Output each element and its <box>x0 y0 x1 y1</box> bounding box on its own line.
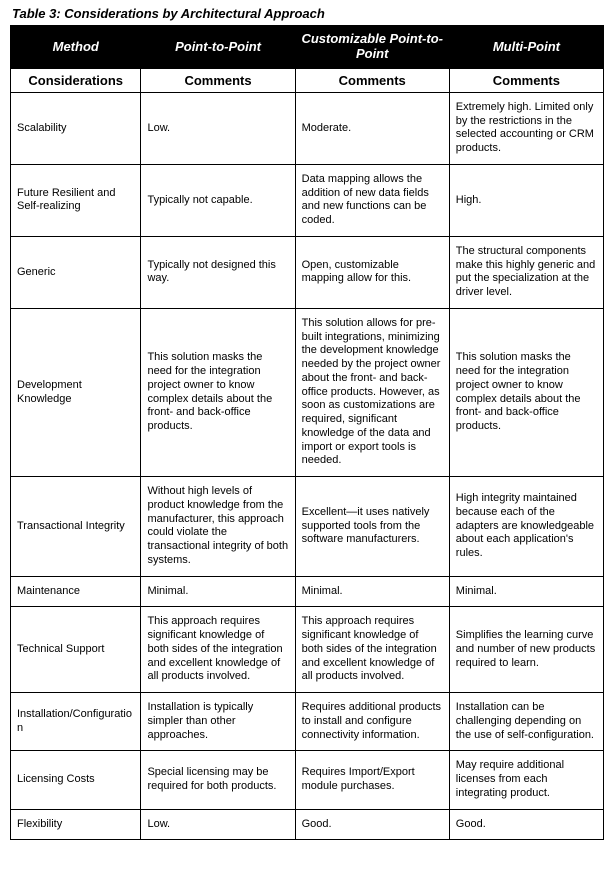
consideration-cell: Licensing Costs <box>11 751 141 809</box>
cp2p-cell: Requires additional products to install … <box>295 693 449 751</box>
p2p-cell: This solution masks the need for the int… <box>141 308 295 476</box>
p2p-cell: Typically not designed this way. <box>141 236 295 308</box>
sub-header-row: Considerations Comments Comments Comment… <box>11 68 604 92</box>
cp2p-cell: Minimal. <box>295 576 449 607</box>
consideration-cell: Technical Support <box>11 607 141 693</box>
header-point-to-point: Point-to-Point <box>141 26 295 69</box>
mp-cell: Good. <box>449 809 603 840</box>
cp2p-cell: This solution allows for pre-built integ… <box>295 308 449 476</box>
p2p-cell: Low. <box>141 92 295 164</box>
table-row: MaintenanceMinimal.Minimal.Minimal. <box>11 576 604 607</box>
mp-cell: Extremely high. Limited only by the rest… <box>449 92 603 164</box>
p2p-cell: Installation is typically simpler than o… <box>141 693 295 751</box>
table-row: ScalabilityLow.Moderate.Extremely high. … <box>11 92 604 164</box>
cp2p-cell: Data mapping allows the addition of new … <box>295 164 449 236</box>
mp-cell: Minimal. <box>449 576 603 607</box>
mp-cell: Installation can be challenging dependin… <box>449 693 603 751</box>
table-row: Installation/ConfigurationInstallation i… <box>11 693 604 751</box>
cp2p-cell: Open, customizable mapping allow for thi… <box>295 236 449 308</box>
table-row: FlexibilityLow.Good.Good. <box>11 809 604 840</box>
subheader-comments-1: Comments <box>141 68 295 92</box>
table-row: GenericTypically not designed this way.O… <box>11 236 604 308</box>
consideration-cell: Scalability <box>11 92 141 164</box>
consideration-cell: Future Resilient and Self-realizing <box>11 164 141 236</box>
consideration-cell: Development Knowledge <box>11 308 141 476</box>
p2p-cell: Typically not capable. <box>141 164 295 236</box>
p2p-cell: Minimal. <box>141 576 295 607</box>
header-method: Method <box>11 26 141 69</box>
consideration-cell: Installation/Configuration <box>11 693 141 751</box>
page-container: Table 3: Considerations by Architectural… <box>0 0 614 850</box>
table-head: Method Point-to-Point Customizable Point… <box>11 26 604 93</box>
table-row: Technical SupportThis approach requires … <box>11 607 604 693</box>
table-row: Licensing CostsSpecial licensing may be … <box>11 751 604 809</box>
table-row: Development KnowledgeThis solution masks… <box>11 308 604 476</box>
mp-cell: This solution masks the need for the int… <box>449 308 603 476</box>
mp-cell: High. <box>449 164 603 236</box>
consideration-cell: Maintenance <box>11 576 141 607</box>
cp2p-cell: This approach requires significant knowl… <box>295 607 449 693</box>
method-header-row: Method Point-to-Point Customizable Point… <box>11 26 604 69</box>
header-customizable-p2p: Customizable Point-to-Point <box>295 26 449 69</box>
mp-cell: May require additional licenses from eac… <box>449 751 603 809</box>
cp2p-cell: Moderate. <box>295 92 449 164</box>
subheader-comments-2: Comments <box>295 68 449 92</box>
table-row: Transactional IntegrityWithout high leve… <box>11 477 604 577</box>
subheader-comments-3: Comments <box>449 68 603 92</box>
consideration-cell: Generic <box>11 236 141 308</box>
cp2p-cell: Excellent—it uses natively supported too… <box>295 477 449 577</box>
consideration-cell: Transactional Integrity <box>11 477 141 577</box>
cp2p-cell: Good. <box>295 809 449 840</box>
consideration-cell: Flexibility <box>11 809 141 840</box>
table-body: ScalabilityLow.Moderate.Extremely high. … <box>11 92 604 840</box>
p2p-cell: Low. <box>141 809 295 840</box>
table-row: Future Resilient and Self-realizingTypic… <box>11 164 604 236</box>
subheader-considerations: Considerations <box>11 68 141 92</box>
p2p-cell: This approach requires significant knowl… <box>141 607 295 693</box>
p2p-cell: Without high levels of product knowledge… <box>141 477 295 577</box>
header-customizable-p2p-text: Customizable Point-to-Point <box>300 32 445 62</box>
header-multi-point: Multi-Point <box>449 26 603 69</box>
table-caption: Table 3: Considerations by Architectural… <box>12 6 604 21</box>
p2p-cell: Special licensing may be required for bo… <box>141 751 295 809</box>
mp-cell: The structural components make this high… <box>449 236 603 308</box>
cp2p-cell: Requires Import/Export module purchases. <box>295 751 449 809</box>
comparison-table: Method Point-to-Point Customizable Point… <box>10 25 604 840</box>
mp-cell: High integrity maintained because each o… <box>449 477 603 577</box>
mp-cell: Simplifies the learning curve and number… <box>449 607 603 693</box>
